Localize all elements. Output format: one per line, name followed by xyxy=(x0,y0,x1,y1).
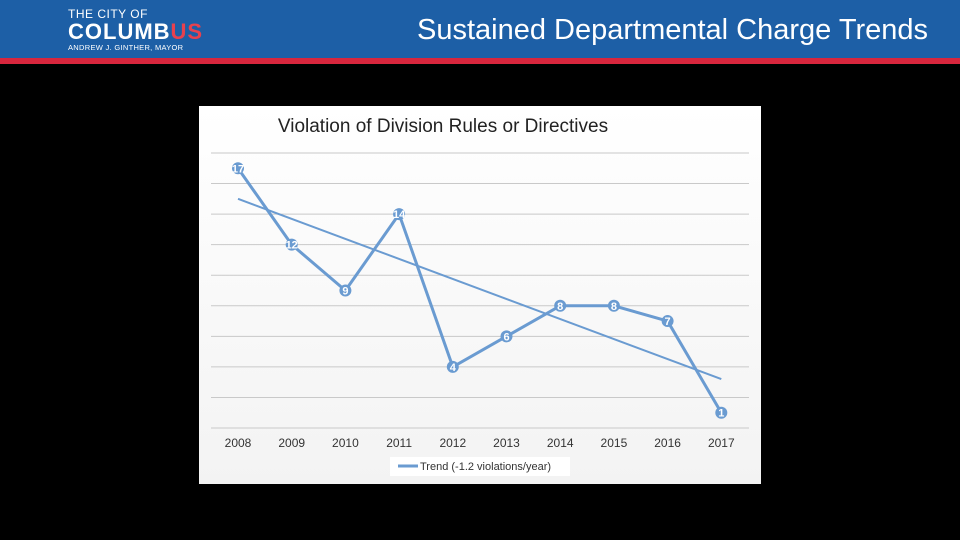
data-point xyxy=(393,208,406,221)
slide-title: Sustained Departmental Charge Trends xyxy=(416,14,928,46)
city-logo: THE CITY OF COLUMBUS ANDREW J. GINTHER, … xyxy=(68,8,203,53)
logo-wordmark: COLUMB xyxy=(68,19,171,44)
data-label: 8 xyxy=(557,301,563,313)
data-label: 9 xyxy=(342,286,348,298)
chart-title: Violation of Division Rules or Directive… xyxy=(277,116,609,137)
data-point xyxy=(554,299,567,312)
x-tick-label: 2016 xyxy=(654,436,681,450)
data-point xyxy=(232,162,244,175)
x-tick-label: 2014 xyxy=(547,436,574,450)
data-label: 14 xyxy=(393,209,406,221)
data-point xyxy=(715,406,728,419)
x-tick-label: 2015 xyxy=(601,436,628,450)
data-point xyxy=(446,360,459,373)
data-point xyxy=(500,330,513,343)
data-label: 6 xyxy=(503,331,509,343)
x-tick-label: 2010 xyxy=(332,436,359,450)
header-accent-stripe xyxy=(0,58,960,64)
legend-label: Trend (-1.2 violations/year) xyxy=(420,461,551,473)
x-tick-label: 2013 xyxy=(493,436,520,450)
data-point xyxy=(661,315,674,328)
logo-wordmark-accent: US xyxy=(170,19,204,44)
data-label: 8 xyxy=(611,301,617,313)
x-tick-label: 2011 xyxy=(386,436,412,450)
x-tick-label: 2017 xyxy=(708,436,735,450)
data-label: 1 xyxy=(718,408,724,420)
data-point xyxy=(285,238,298,251)
logo-line2: COLUMBUS xyxy=(68,21,203,43)
data-label: 7 xyxy=(665,316,671,328)
x-tick-label: 2012 xyxy=(439,436,466,450)
legend-box xyxy=(390,457,570,476)
trend-line xyxy=(237,197,722,381)
data-point xyxy=(607,299,620,312)
x-tick-label: 2009 xyxy=(278,436,305,450)
logo-line1: THE CITY OF xyxy=(68,7,148,21)
x-tick-label: 2008 xyxy=(225,436,252,450)
series-line xyxy=(236,167,723,414)
data-label: 12 xyxy=(286,240,298,252)
logo-mayor-line: ANDREW J. GINTHER, MAYOR xyxy=(68,43,184,52)
header-bar xyxy=(0,0,960,58)
data-label: 17 xyxy=(232,163,244,175)
data-point xyxy=(339,284,352,297)
data-label: 4 xyxy=(450,362,457,374)
chart-panel xyxy=(199,106,761,484)
